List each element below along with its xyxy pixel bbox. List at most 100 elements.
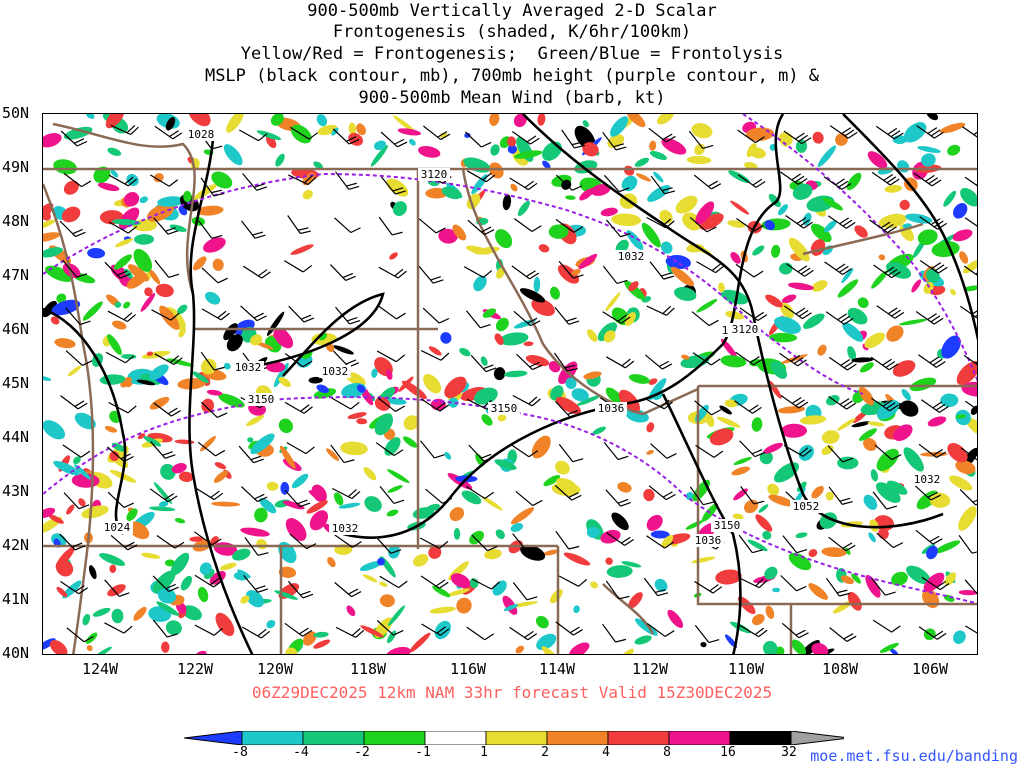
shading-blob [86, 114, 95, 119]
wind-barb [419, 537, 449, 549]
wind-barb [870, 356, 899, 371]
shading-blob [316, 384, 329, 394]
shading-blob [810, 223, 832, 243]
wind-barb [603, 442, 629, 461]
shading-blob [587, 329, 598, 342]
shading-blob [250, 433, 275, 455]
shading-blob [133, 248, 153, 272]
shading-blob [523, 341, 534, 347]
shading-blob [868, 532, 876, 543]
shading-blob [331, 127, 339, 136]
shading-blob [139, 196, 149, 204]
wind-barb [869, 219, 897, 234]
wind-barb [784, 305, 812, 320]
wind-barb [739, 577, 768, 589]
wind-barb [823, 176, 852, 190]
wind-barb [284, 489, 311, 508]
shading-blob [291, 473, 309, 489]
shading-blob [126, 508, 138, 522]
shading-blob [926, 114, 939, 121]
shading-blob [348, 122, 357, 136]
colorbar-label: 2 [541, 745, 549, 760]
wind-barb [509, 626, 538, 641]
wind-barb [284, 401, 313, 414]
shading-blob [313, 639, 331, 649]
shading-blob [475, 453, 485, 467]
shading-blob [611, 213, 642, 227]
shading-blob [727, 220, 746, 228]
shading-blob [884, 184, 903, 193]
shading-blob [767, 483, 780, 496]
shading-blob [768, 193, 781, 208]
wind-barb [875, 125, 904, 140]
shading-blob [733, 457, 752, 465]
wind-barb [421, 623, 450, 636]
shading-blob [201, 398, 215, 413]
wind-barb [783, 130, 812, 145]
shading-blob [941, 335, 961, 359]
colorbar-label: 4 [602, 745, 610, 760]
colorbar-segment [241, 731, 304, 745]
lat-label: 44N [2, 428, 30, 446]
shading-blob [531, 435, 551, 459]
shading-blob [385, 369, 393, 380]
wind-barb [329, 264, 356, 281]
wind-barb [62, 444, 91, 458]
credit-link[interactable]: moe.met.fsu.edu/banding [810, 747, 1018, 765]
mslp-label-bg [692, 534, 724, 547]
shading-blob [282, 500, 305, 510]
wind-barb [471, 534, 498, 552]
shading-blob [61, 206, 81, 223]
wind-barb [781, 622, 809, 639]
shading-blob [133, 606, 147, 621]
shading-blob [917, 146, 941, 153]
shading-blob [965, 417, 977, 438]
shading-blob [280, 481, 290, 495]
shading-blob [876, 448, 899, 472]
wind-barb [59, 220, 86, 238]
wind-barb [420, 440, 445, 459]
wind-barb [509, 177, 538, 191]
shading-blob [660, 241, 673, 254]
wind-barb [516, 353, 543, 371]
lon-label: 118W [349, 660, 387, 678]
shading-blob [259, 497, 277, 514]
wind-barb [465, 310, 491, 329]
shading-blob [691, 123, 713, 139]
shading-blob [417, 146, 441, 158]
mslp-label-bg [185, 128, 217, 141]
title-line-3: Yellow/Red = Frontogenesis; Green/Blue =… [240, 44, 784, 64]
wind-barb [335, 626, 365, 638]
wind-barb [62, 259, 88, 278]
shading-blob [192, 256, 207, 271]
lat-label: 45N [2, 374, 30, 392]
shading-blob [844, 547, 851, 555]
wind-barb [470, 354, 497, 373]
shading-blob [641, 222, 661, 248]
shading-blob [444, 451, 452, 460]
shading-blob [356, 123, 366, 136]
height-label: 3150 [714, 519, 741, 532]
wind-barb [380, 131, 408, 148]
shading-blob [624, 312, 636, 326]
shading-blob [266, 481, 279, 491]
wind-barb [689, 486, 714, 506]
wind-barb [290, 126, 319, 140]
shading-blob [647, 185, 671, 202]
wind-barb [330, 444, 355, 464]
mslp-label-bg [329, 522, 361, 535]
shading-blob [774, 316, 801, 334]
shading-blob [45, 265, 73, 282]
wind-barb [512, 582, 538, 601]
shading-blob [864, 332, 885, 349]
shading-blob [123, 191, 140, 207]
shading-blob [189, 536, 204, 542]
shading-blob [174, 518, 186, 524]
shading-blob [54, 338, 76, 349]
shading-blob [667, 609, 684, 628]
wind-barb [919, 260, 948, 274]
shading-blob [646, 422, 655, 433]
wind-barb [288, 305, 315, 323]
height-contours [43, 114, 977, 605]
colorbar-segment [302, 731, 365, 745]
